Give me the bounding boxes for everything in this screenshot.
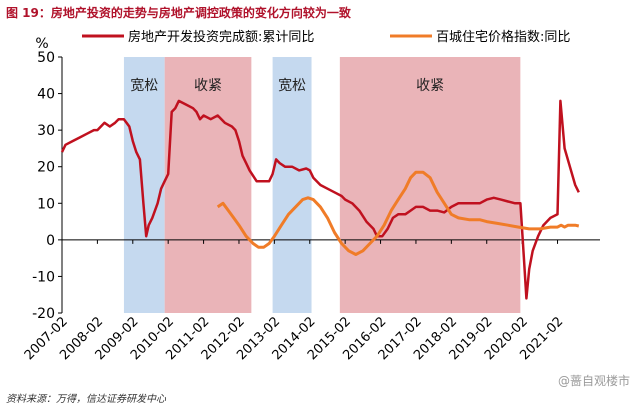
y-tick-label: 40 bbox=[37, 87, 55, 103]
y-tick-label: 50 bbox=[37, 50, 55, 66]
policy-band-label-3: 收紧 bbox=[416, 78, 444, 94]
policy-band-label-1: 收紧 bbox=[194, 78, 222, 94]
legend-label-1: 百城住宅价格指数:同比 bbox=[436, 29, 570, 45]
series-line-1 bbox=[216, 170, 580, 256]
policy-band-1 bbox=[164, 57, 252, 313]
y-tick-label: 20 bbox=[37, 160, 55, 176]
y-tick-label: -10 bbox=[32, 269, 55, 285]
series-line-0 bbox=[60, 99, 580, 300]
source-note: 资料来源：万得，信达证券研发中心 bbox=[6, 394, 166, 405]
y-tick-label: 30 bbox=[37, 123, 55, 139]
y-tick-label: 0 bbox=[46, 233, 55, 249]
figure-title: 图 19：房地产投资的走势与房地产调控政策的变化方向较为一致 bbox=[6, 6, 351, 20]
y-axis-unit: % bbox=[35, 36, 48, 52]
policy-band-0 bbox=[123, 57, 165, 313]
policy-band-label-2: 宽松 bbox=[278, 77, 306, 94]
y-tick-label: -20 bbox=[32, 306, 55, 322]
y-tick-label: 10 bbox=[37, 196, 55, 212]
watermark: @蔷自观楼市 bbox=[557, 374, 630, 388]
policy-band-3 bbox=[339, 57, 521, 313]
policy-band-label-0: 宽松 bbox=[130, 77, 158, 94]
legend-label-0: 房地产开发投资完成额:累计同比 bbox=[128, 29, 314, 45]
policy-band-2 bbox=[272, 57, 312, 313]
